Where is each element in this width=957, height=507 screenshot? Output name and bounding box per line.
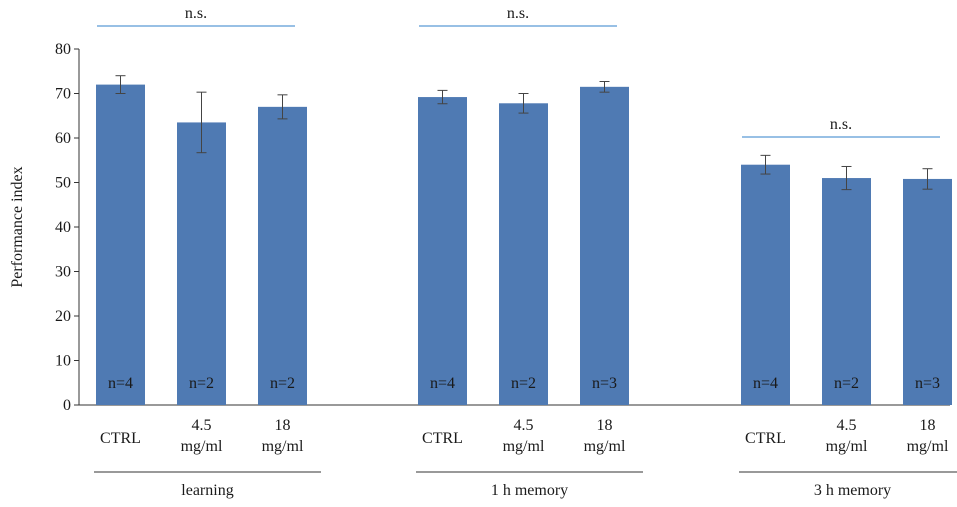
y-tick-label: 70	[55, 86, 71, 103]
category-label: 18	[597, 417, 613, 434]
bar	[580, 86, 629, 405]
significance-label: n.s.	[507, 5, 529, 22]
category-label: 18	[275, 417, 291, 434]
bar	[499, 103, 548, 405]
group-label: 1 h memory	[491, 482, 568, 499]
group-label: 3 h memory	[814, 482, 891, 499]
significance-label: n.s.	[185, 5, 207, 22]
category-labels: CTRL 4.5 mg/ml 18 mg/ml learning CTRL 4.5 mg/ml 1…	[94, 417, 957, 499]
n-label: n=3	[592, 375, 617, 392]
category-label: 18	[920, 417, 936, 434]
bar	[903, 178, 952, 405]
category-label: 4.5	[514, 417, 534, 434]
n-label: n=4	[430, 375, 455, 392]
y-tick-label: 40	[55, 219, 71, 236]
y-tick-label: 20	[55, 308, 71, 325]
bar	[741, 164, 790, 405]
category-label: 4.5	[192, 417, 212, 434]
bar	[96, 84, 145, 405]
y-tick-label: 60	[55, 130, 71, 147]
group-label: learning	[181, 482, 233, 499]
bar	[822, 178, 871, 405]
category-label: CTRL	[745, 430, 786, 447]
category-label: mg/ml	[503, 438, 545, 455]
y-tick-label: 0	[63, 397, 71, 414]
category-label: mg/ml	[907, 438, 949, 455]
category-label: CTRL	[422, 430, 463, 447]
y-tick-label: 30	[55, 264, 71, 281]
n-label: n=4	[753, 375, 778, 392]
category-label: mg/ml	[181, 438, 223, 455]
significance-label: n.s.	[830, 116, 852, 133]
y-tick-label: 10	[55, 353, 71, 370]
bar	[177, 122, 226, 406]
n-label: n=2	[834, 375, 859, 392]
bars: n=4 n=2 n=2 n.s. n=4 n=2 n=3 n.s. n=4 n=2 n=3 n.s.	[96, 5, 952, 406]
y-axis-title: Performance index	[9, 166, 26, 287]
n-label: n=2	[189, 375, 214, 392]
n-label: n=2	[270, 375, 295, 392]
y-tick-label: 50	[55, 175, 71, 192]
n-label: n=2	[511, 375, 536, 392]
category-label: mg/ml	[584, 438, 626, 455]
category-label: 4.5	[837, 417, 857, 434]
n-label: n=3	[915, 375, 940, 392]
category-label: mg/ml	[262, 438, 304, 455]
n-label: n=4	[108, 375, 133, 392]
category-label: mg/ml	[826, 438, 868, 455]
category-label: CTRL	[100, 430, 141, 447]
bar	[258, 106, 307, 405]
bar	[418, 97, 467, 405]
y-tick-label: 80	[55, 41, 71, 58]
